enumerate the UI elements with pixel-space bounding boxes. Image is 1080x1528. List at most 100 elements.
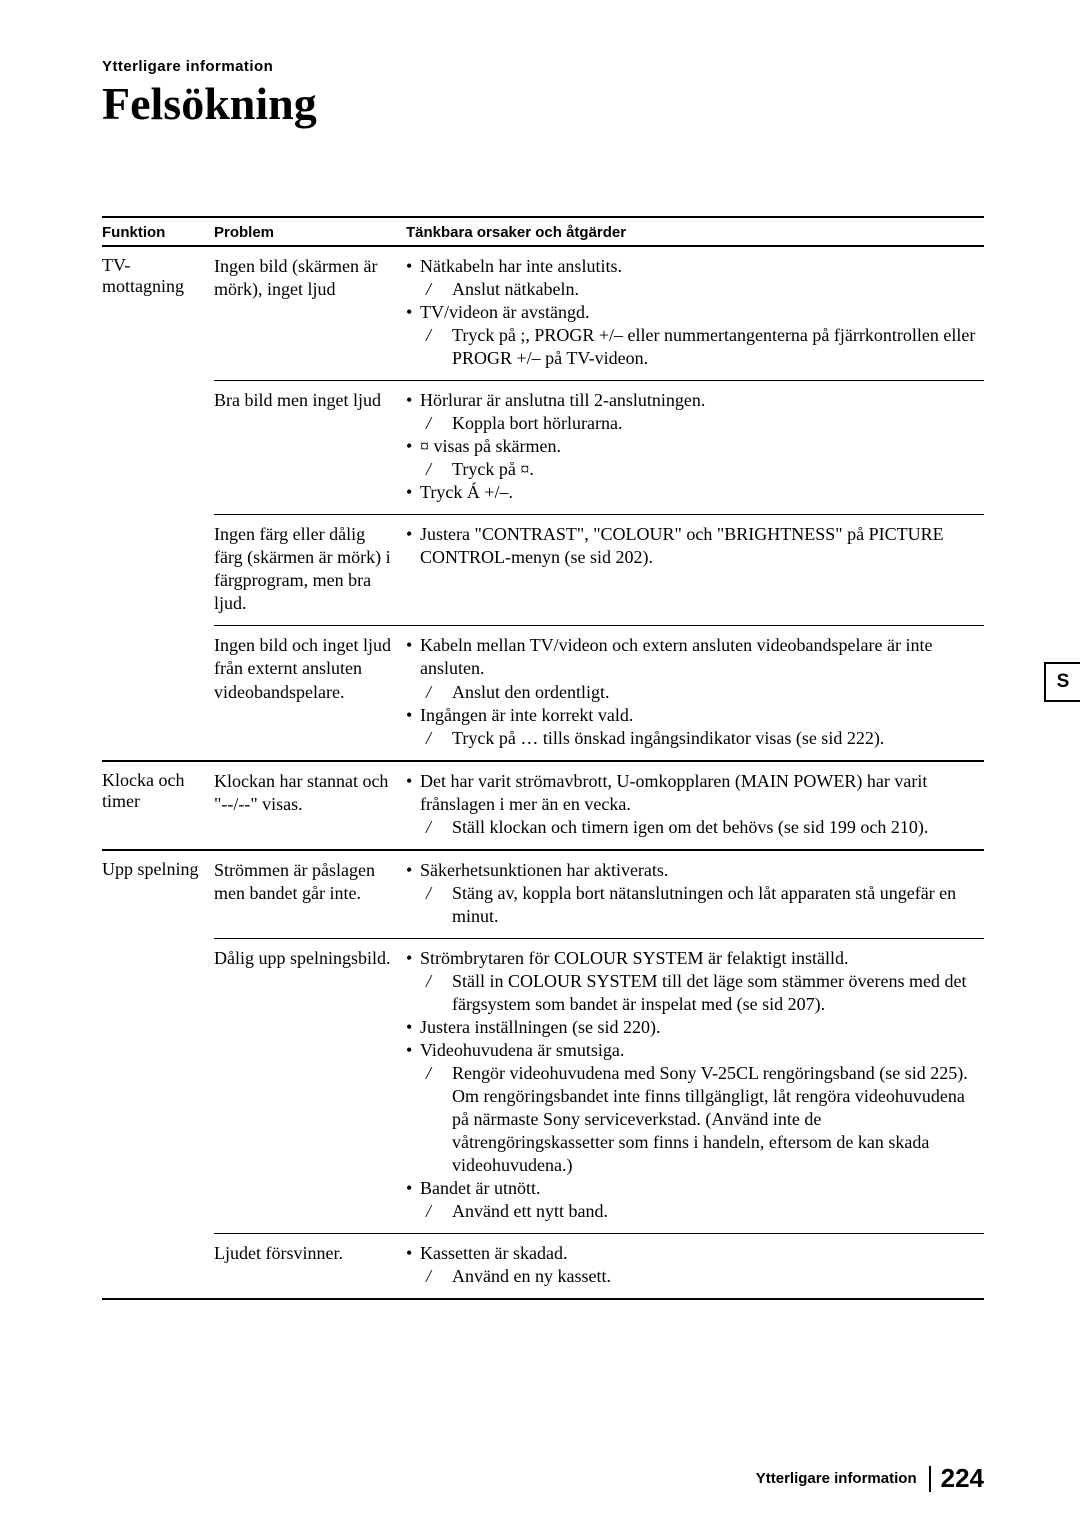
- action-line: /Koppla bort hörlurarna.: [406, 412, 984, 435]
- funktion-cell: TV-mottagning: [102, 247, 214, 760]
- causes-cell: •Kabeln mellan TV/videon och extern ansl…: [406, 634, 984, 749]
- page-footer: Ytterligare information 224: [756, 1463, 984, 1494]
- problem-cell: Dålig upp spelningsbild.: [214, 947, 406, 1223]
- page-title: Felsökning: [102, 77, 984, 130]
- bullet-icon: •: [406, 1039, 420, 1062]
- cause-text: Tryck Á +/–.: [420, 481, 984, 504]
- action-line: /Ställ klockan och timern igen om det be…: [406, 816, 984, 839]
- bullet-icon: •: [406, 1177, 420, 1200]
- table-section: Upp spelningStrömmen är påslagen men ban…: [102, 851, 984, 1301]
- action-text: Tryck på ;, PROGR +/– eller nummertangen…: [452, 324, 984, 370]
- bullet-icon: •: [406, 255, 420, 278]
- causes-cell: •Säkerhetsunktionen har aktiverats./Stän…: [406, 859, 984, 928]
- cause-text: Bandet är utnött.: [420, 1177, 984, 1200]
- action-line: /Tryck på … tills önskad ingångsindikato…: [406, 727, 984, 750]
- action-line: /Tryck på ;, PROGR +/– eller nummertange…: [406, 324, 984, 370]
- action-line: /Anslut den ordentligt.: [406, 681, 984, 704]
- action-text: Använd en ny kassett.: [452, 1265, 984, 1288]
- problem-cell: Klockan har stannat och "--/--" visas.: [214, 770, 406, 839]
- action-line: /Rengör videohuvudena med Sony V-25CL re…: [406, 1062, 984, 1177]
- cause-text: Justera "CONTRAST", "COLOUR" och "BRIGHT…: [420, 523, 984, 569]
- problem-row: Ingen bild och inget ljud från externt a…: [214, 625, 984, 759]
- cause-line: •Justera "CONTRAST", "COLOUR" och "BRIGH…: [406, 523, 984, 569]
- causes-cell: •Det har varit strömavbrott, U-omkopplar…: [406, 770, 984, 839]
- action-text: Koppla bort hörlurarna.: [452, 412, 984, 435]
- problem-row: Ingen färg eller dålig färg (skärmen är …: [214, 514, 984, 625]
- cause-line: • Tryck Á +/–.: [406, 481, 984, 504]
- action-line: /Anslut nätkabeln.: [406, 278, 984, 301]
- cause-text: Videohuvudena är smutsiga.: [420, 1039, 984, 1062]
- action-text: Tryck på ¤.: [452, 458, 984, 481]
- cause-text: Det har varit strömavbrott, U-omkopplare…: [420, 770, 984, 816]
- bullet-icon: •: [406, 634, 420, 680]
- problem-cell: Bra bild men inget ljud: [214, 389, 406, 504]
- bullet-icon: •: [406, 947, 420, 970]
- action-marker-icon: /: [426, 324, 452, 370]
- bullet-icon: •: [406, 481, 420, 504]
- action-line: /Tryck på ¤.: [406, 458, 984, 481]
- action-text: Anslut nätkabeln.: [452, 278, 984, 301]
- problem-cell: Ljudet försvinner.: [214, 1242, 406, 1288]
- action-marker-icon: /: [426, 278, 452, 301]
- problem-cell: Strömmen är påslagen men bandet går inte…: [214, 859, 406, 928]
- action-marker-icon: /: [426, 412, 452, 435]
- cause-text: ¤ visas på skärmen.: [420, 435, 984, 458]
- table-section: Klocka och timerKlockan har stannat och …: [102, 762, 984, 851]
- funktion-cell: Upp spelning: [102, 851, 214, 1299]
- cause-line: •¤ visas på skärmen.: [406, 435, 984, 458]
- breadcrumb: Ytterligare information: [102, 58, 984, 75]
- problem-cell: Ingen bild (skärmen är mörk), inget ljud: [214, 255, 406, 370]
- funktion-cell: Klocka och timer: [102, 762, 214, 849]
- causes-cell: •Strömbrytaren för COLOUR SYSTEM är fela…: [406, 947, 984, 1223]
- cause-text: Strömbrytaren för COLOUR SYSTEM är felak…: [420, 947, 984, 970]
- cause-line: •Bandet är utnött.: [406, 1177, 984, 1200]
- bullet-icon: •: [406, 523, 420, 569]
- col-header-causes: Tänkbara orsaker och åtgärder: [406, 224, 984, 241]
- col-header-funktion: Funktion: [102, 224, 214, 241]
- cause-text: Nätkabeln har inte anslutits.: [420, 255, 984, 278]
- problem-row: Ingen bild (skärmen är mörk), inget ljud…: [214, 247, 984, 380]
- causes-cell: •Kassetten är skadad./Använd en ny kasse…: [406, 1242, 984, 1288]
- problem-row: Klockan har stannat och "--/--" visas.•D…: [214, 762, 984, 849]
- footer-section: Ytterligare information: [756, 1470, 917, 1487]
- cause-line: •TV/videon är avstängd.: [406, 301, 984, 324]
- cause-line: •Nätkabeln har inte anslutits.: [406, 255, 984, 278]
- troubleshooting-table: TV-mottagningIngen bild (skärmen är mörk…: [102, 247, 984, 1300]
- action-marker-icon: /: [426, 1062, 452, 1177]
- action-marker-icon: /: [426, 1200, 452, 1223]
- cause-line: •Kassetten är skadad.: [406, 1242, 984, 1265]
- causes-cell: •Nätkabeln har inte anslutits./Anslut nä…: [406, 255, 984, 370]
- problems-container: Strömmen är påslagen men bandet går inte…: [214, 851, 984, 1299]
- cause-line: •Kabeln mellan TV/videon och extern ansl…: [406, 634, 984, 680]
- cause-text: Ingången är inte korrekt vald.: [420, 704, 984, 727]
- problems-container: Ingen bild (skärmen är mörk), inget ljud…: [214, 247, 984, 760]
- causes-cell: •Hörlurar är anslutna till 2-anslutninge…: [406, 389, 984, 504]
- col-header-problem: Problem: [214, 224, 406, 241]
- cause-line: •Justera inställningen (se sid 220).: [406, 1016, 984, 1039]
- action-marker-icon: /: [426, 970, 452, 1016]
- problem-row: Ljudet försvinner.•Kassetten är skadad./…: [214, 1233, 984, 1298]
- bullet-icon: •: [406, 435, 420, 458]
- cause-line: •Videohuvudena är smutsiga.: [406, 1039, 984, 1062]
- action-marker-icon: /: [426, 727, 452, 750]
- action-text: Tryck på … tills önskad ingångsindikator…: [452, 727, 984, 750]
- action-text: Stäng av, koppla bort nätanslutningen oc…: [452, 882, 984, 928]
- problem-row: Dålig upp spelningsbild.•Strömbrytaren f…: [214, 938, 984, 1233]
- action-text: Använd ett nytt band.: [452, 1200, 984, 1223]
- cause-text: Justera inställningen (se sid 220).: [420, 1016, 984, 1039]
- action-line: /Stäng av, koppla bort nätanslutningen o…: [406, 882, 984, 928]
- bullet-icon: •: [406, 389, 420, 412]
- table-header-row: Funktion Problem Tänkbara orsaker och åt…: [102, 216, 984, 247]
- cause-line: •Strömbrytaren för COLOUR SYSTEM är fela…: [406, 947, 984, 970]
- bullet-icon: •: [406, 704, 420, 727]
- problem-row: Bra bild men inget ljud•Hörlurar är ansl…: [214, 380, 984, 514]
- bullet-icon: •: [406, 859, 420, 882]
- cause-text: Kassetten är skadad.: [420, 1242, 984, 1265]
- footer-page-number: 224: [941, 1463, 984, 1494]
- cause-text: Hörlurar är anslutna till 2-anslutningen…: [420, 389, 984, 412]
- problems-container: Klockan har stannat och "--/--" visas.•D…: [214, 762, 984, 849]
- cause-text: TV/videon är avstängd.: [420, 301, 984, 324]
- cause-line: •Säkerhetsunktionen har aktiverats.: [406, 859, 984, 882]
- bullet-icon: •: [406, 301, 420, 324]
- action-marker-icon: /: [426, 1265, 452, 1288]
